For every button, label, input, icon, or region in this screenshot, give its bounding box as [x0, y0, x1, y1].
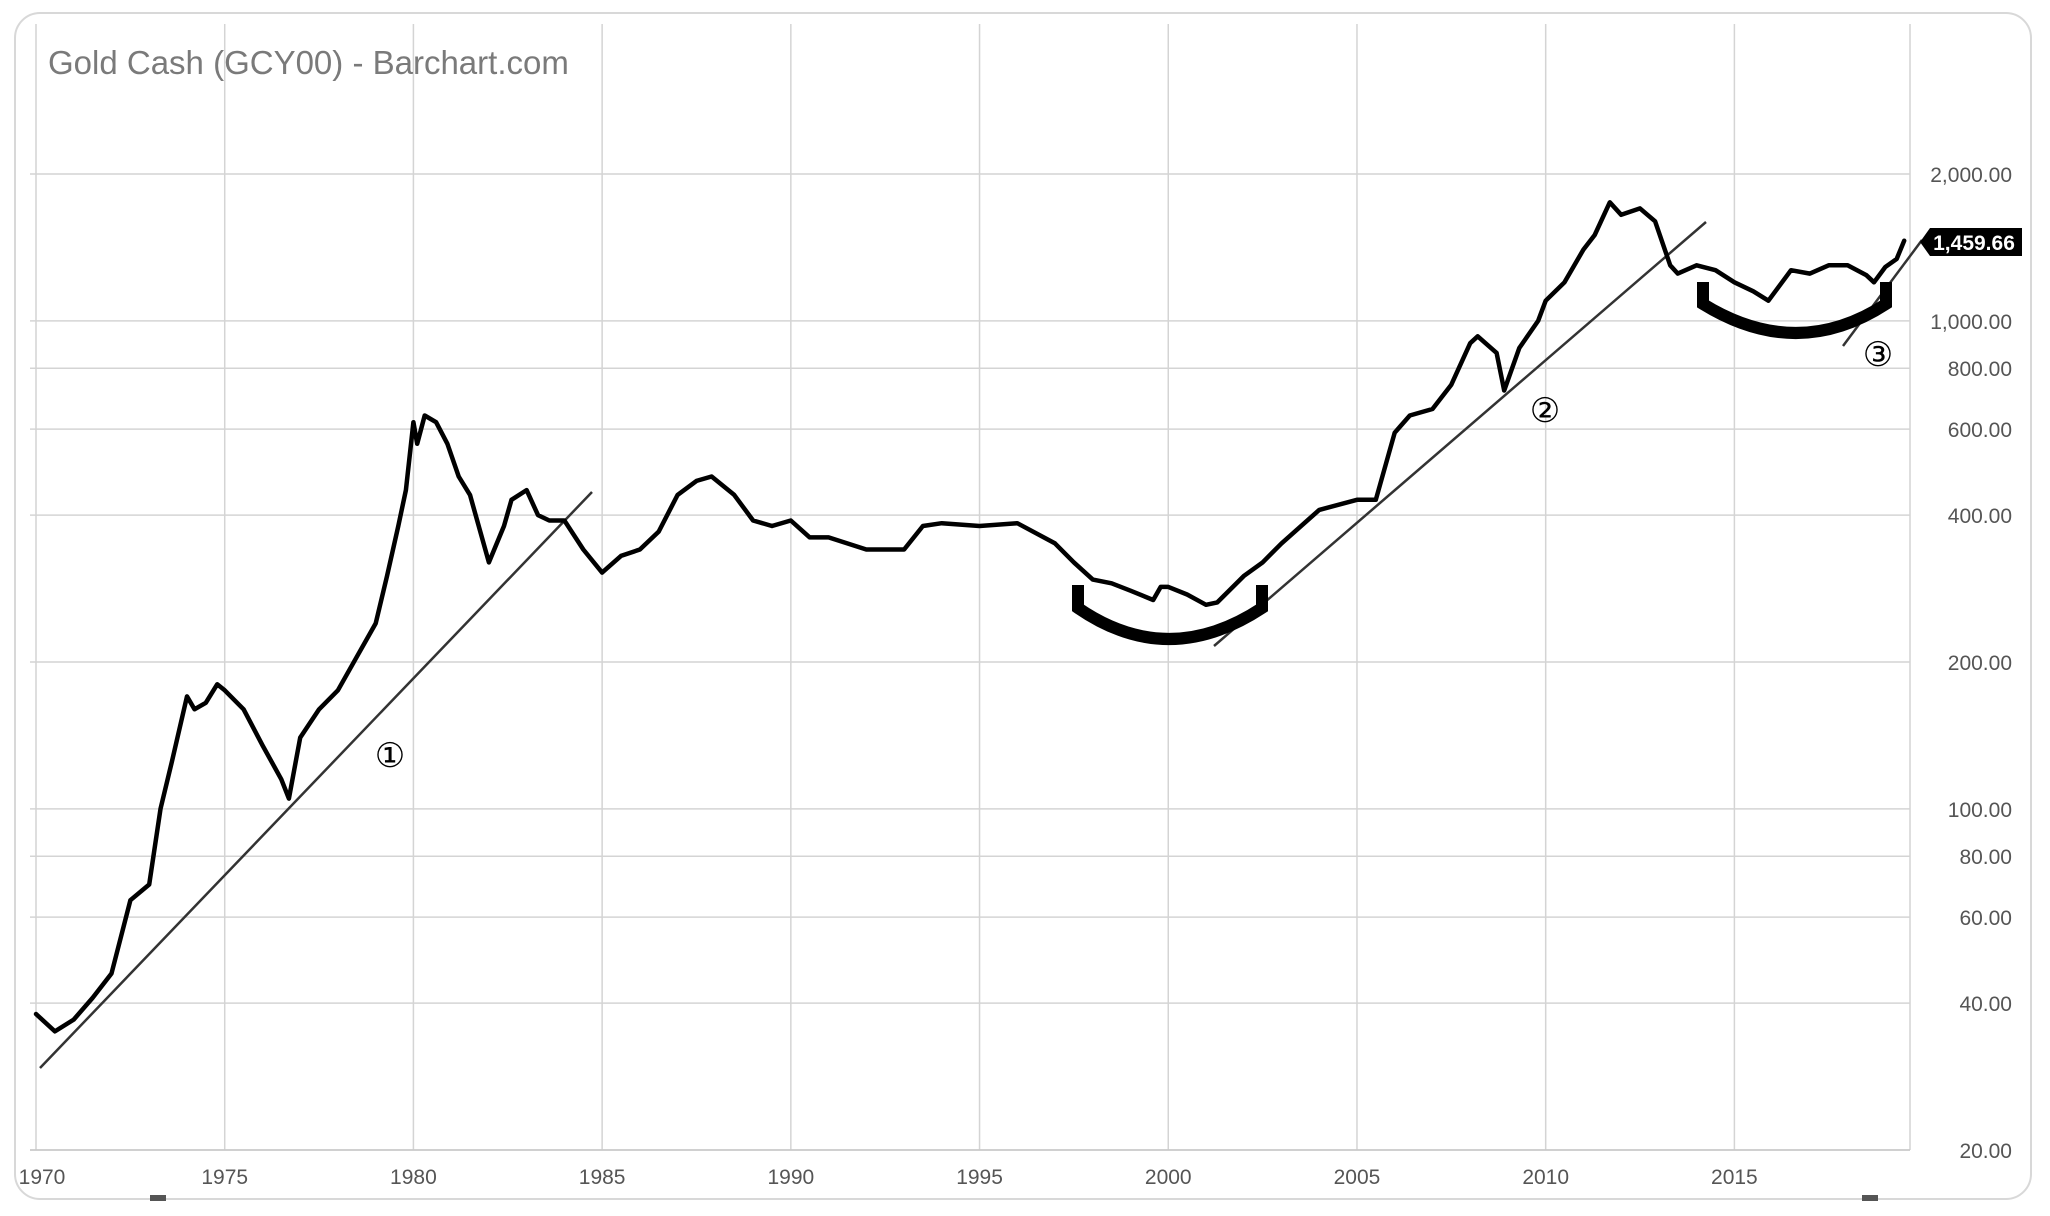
x-tick-label: 1990 [767, 1166, 814, 1189]
y-tick-label: 200.00 [1948, 652, 2012, 675]
tick-layer: 2,000.00 1,000.00 800.00 600.00 400.00 200.00… [19, 164, 2012, 1189]
x-tick-label: 2000 [1145, 1166, 1192, 1189]
y-tick-label: 400.00 [1948, 505, 2012, 528]
trendline-1 [39, 491, 593, 1069]
cup-arc-2 [1697, 282, 1892, 339]
last-price-badge: 1,459.66 [1920, 228, 2022, 256]
y-tick-label: 40.00 [1959, 993, 2012, 1016]
y-tick-label: 2,000.00 [1930, 164, 2012, 187]
x-tick-label: 1995 [956, 1166, 1003, 1189]
x-tick-label: 2010 [1522, 1166, 1569, 1189]
y-tick-label: 60.00 [1959, 907, 2012, 930]
y-tick-label: 800.00 [1948, 358, 2012, 381]
annotation-3: ③ [1863, 335, 1893, 375]
last-price-badge-bg [1920, 228, 2022, 256]
price-series-line [33, 200, 1907, 1034]
annotation-1: ① [375, 736, 405, 776]
scroll-marker-left[interactable] [150, 1195, 166, 1201]
grid-layer [30, 24, 1911, 1151]
trendline-layer [39, 221, 1924, 1069]
y-tick-label: 80.00 [1959, 846, 2012, 869]
scroll-marker-right[interactable] [1862, 1195, 1878, 1201]
x-tick-label: 2005 [1334, 1166, 1381, 1189]
x-tick-label: 1970 [19, 1166, 66, 1189]
cup-arc-1 [1072, 585, 1268, 645]
annotation-2: ② [1530, 391, 1560, 431]
y-tick-label: 600.00 [1948, 419, 2012, 442]
trendline-2 [1213, 221, 1707, 647]
last-price-label: 1,459.66 [1933, 232, 2015, 255]
x-tick-label: 1975 [201, 1166, 248, 1189]
chart-title: Gold Cash (GCY00) - Barchart.com [48, 44, 569, 81]
x-tick-label: 2015 [1711, 1166, 1758, 1189]
annotation-layer: ① ② ③ [375, 335, 1893, 776]
x-tick-label: 1980 [390, 1166, 437, 1189]
series-layer [33, 200, 1907, 1034]
x-tick-label: 1985 [579, 1166, 626, 1189]
chart-frame [14, 12, 2032, 1200]
y-tick-label: 1,000.00 [1930, 311, 2012, 334]
y-tick-label: 100.00 [1948, 799, 2012, 822]
y-tick-label: 20.00 [1959, 1140, 2012, 1163]
